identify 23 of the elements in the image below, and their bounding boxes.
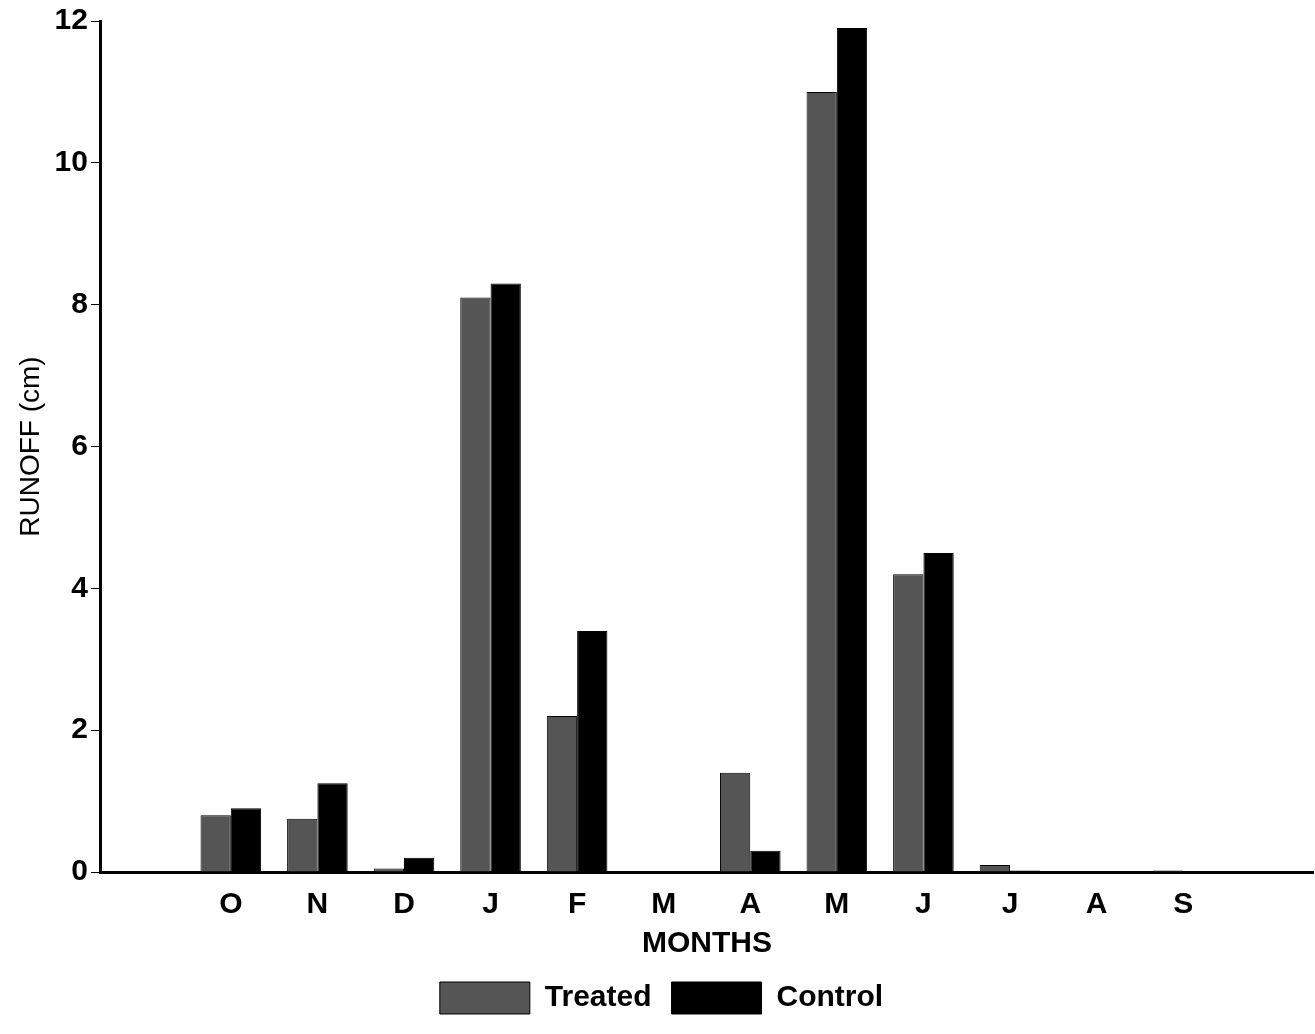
legend-label: Control [776, 979, 884, 1013]
y-tick-label: 0 [71, 853, 88, 887]
y-tick-label: 10 [54, 144, 88, 178]
x-tick-label: J [1001, 886, 1019, 920]
x-tick-label: A [1085, 886, 1108, 920]
x-tick-label: J [482, 886, 499, 920]
x-tick-label: J [915, 886, 932, 920]
x-tick-label: M [651, 886, 677, 920]
y-axis-title: RUNOFF (cm) [13, 356, 45, 537]
y-tick-label: 6 [71, 427, 88, 461]
x-axis-title: MONTHS [641, 925, 772, 959]
y-tick-label: 2 [71, 711, 88, 745]
x-tick-label: N [306, 886, 329, 920]
x-tick-label: S [1173, 886, 1194, 920]
y-tick-label: 12 [54, 2, 88, 36]
x-tick-label: F [567, 886, 587, 920]
legend-label: Treated [544, 979, 652, 1013]
x-tick-label: O [219, 886, 243, 920]
x-tick-label: A [739, 886, 762, 920]
x-tick-label: M [824, 886, 850, 920]
x-tick-label: D [393, 886, 415, 920]
y-tick-label: 4 [71, 569, 89, 603]
y-tick-label: 8 [71, 285, 88, 319]
